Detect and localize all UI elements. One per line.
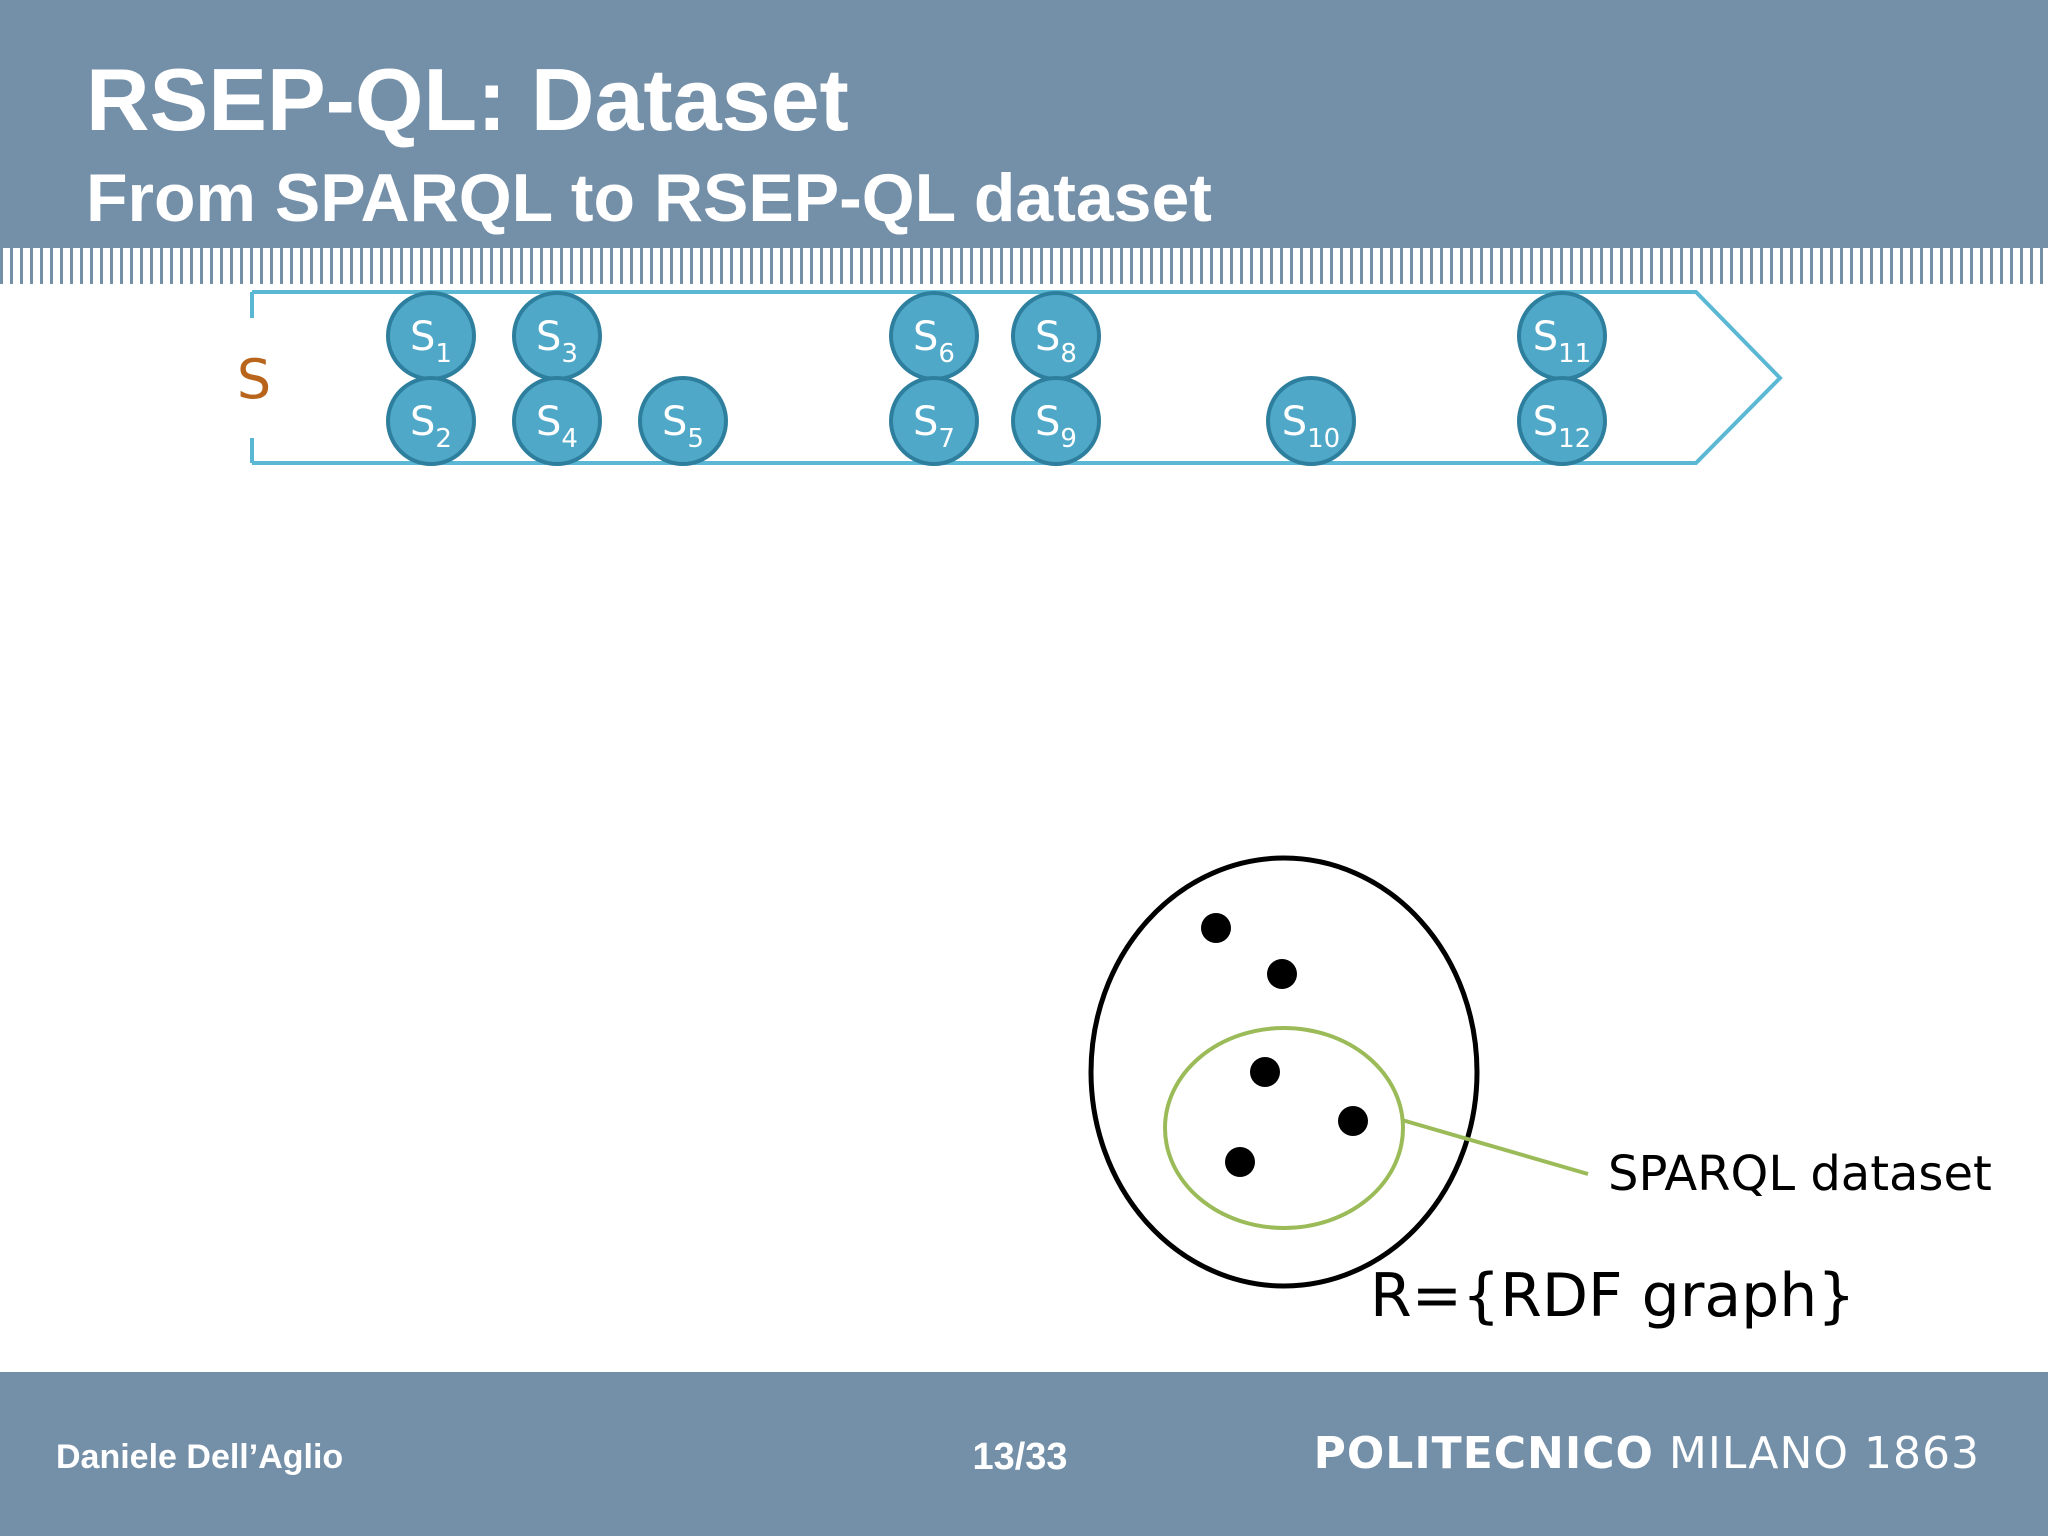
stream-element-bubble — [889, 376, 979, 466]
rdf-graph-point — [1250, 1057, 1280, 1087]
sparql-dataset-label: SPARQL dataset — [1608, 1146, 1992, 1202]
header-tick-ruler — [0, 244, 2048, 284]
stream-diagram: S S1 S2 S3 S4 S5 S6 S7 S8 S9 S10 S11 S12 — [237, 290, 1783, 466]
stream-element-label: S8 — [1035, 314, 1077, 369]
slide-header: RSEP-QL: Dataset From SPARQL to RSEP-QL … — [0, 0, 2048, 248]
stream-element-label: S9 — [1035, 399, 1077, 454]
logo-name-bold: POLITECNICO — [1313, 1428, 1654, 1479]
diagram-canvas: S S1 S2 S3 S4 S5 S6 S7 S8 S9 S10 S11 S12 SPARQL dat… — [237, 290, 1992, 1331]
slide-subtitle: From SPARQL to RSEP-QL dataset — [86, 160, 1212, 236]
stream-arrow — [252, 290, 1783, 465]
stream-element-bubble — [386, 376, 476, 466]
stream-element-label: S3 — [536, 314, 578, 369]
stream-element-label: S1 — [410, 314, 452, 369]
logo-name-rest: MILANO 1863 — [1653, 1428, 1980, 1479]
stream-element-label: S5 — [662, 399, 704, 454]
rdf-graph-point — [1338, 1106, 1368, 1136]
stream-element-label: S7 — [913, 399, 955, 454]
stream-elements: S1 S2 S3 S4 S5 S6 S7 S8 S9 S10 S11 S12 — [386, 291, 1607, 466]
stream-element-label: S11 — [1533, 314, 1591, 369]
stream-element-bubble — [1517, 376, 1607, 466]
stream-element-bubble — [1266, 376, 1356, 466]
rdf-graph-set-label: R={RDF graph} — [1370, 1261, 1855, 1331]
stream-element-label: S2 — [410, 399, 452, 454]
rdf-graph-point — [1225, 1147, 1255, 1177]
rdf-graph-point — [1201, 913, 1231, 943]
footer-page-number: 13/33 — [972, 1436, 1068, 1478]
slide-title: RSEP-QL: Dataset — [86, 50, 849, 149]
stream-element-label: S6 — [913, 314, 955, 369]
stream-element-label: S10 — [1282, 399, 1340, 454]
sparql-dataset-circle — [1163, 1026, 1405, 1230]
stream-element-label: S4 — [536, 399, 578, 454]
slide-footer — [0, 1372, 2048, 1536]
footer-author: Daniele Dell’Aglio — [56, 1438, 344, 1476]
stream-element-bubble — [1011, 376, 1101, 466]
rdf-graph-point — [1267, 959, 1297, 989]
rdf-graph-set: SPARQL dataset R={RDF graph} — [1088, 855, 1992, 1331]
stream-element-bubble — [638, 376, 728, 466]
stream-label: S — [237, 348, 271, 411]
stream-element-label: S12 — [1533, 399, 1591, 454]
university-logo: POLITECNICO MILANO 1863 — [1314, 1428, 1980, 1479]
sparql-dataset-pointer — [1401, 1118, 1589, 1176]
stream-element-bubble — [512, 376, 602, 466]
rdf-graph-set-circle — [1088, 855, 1480, 1289]
